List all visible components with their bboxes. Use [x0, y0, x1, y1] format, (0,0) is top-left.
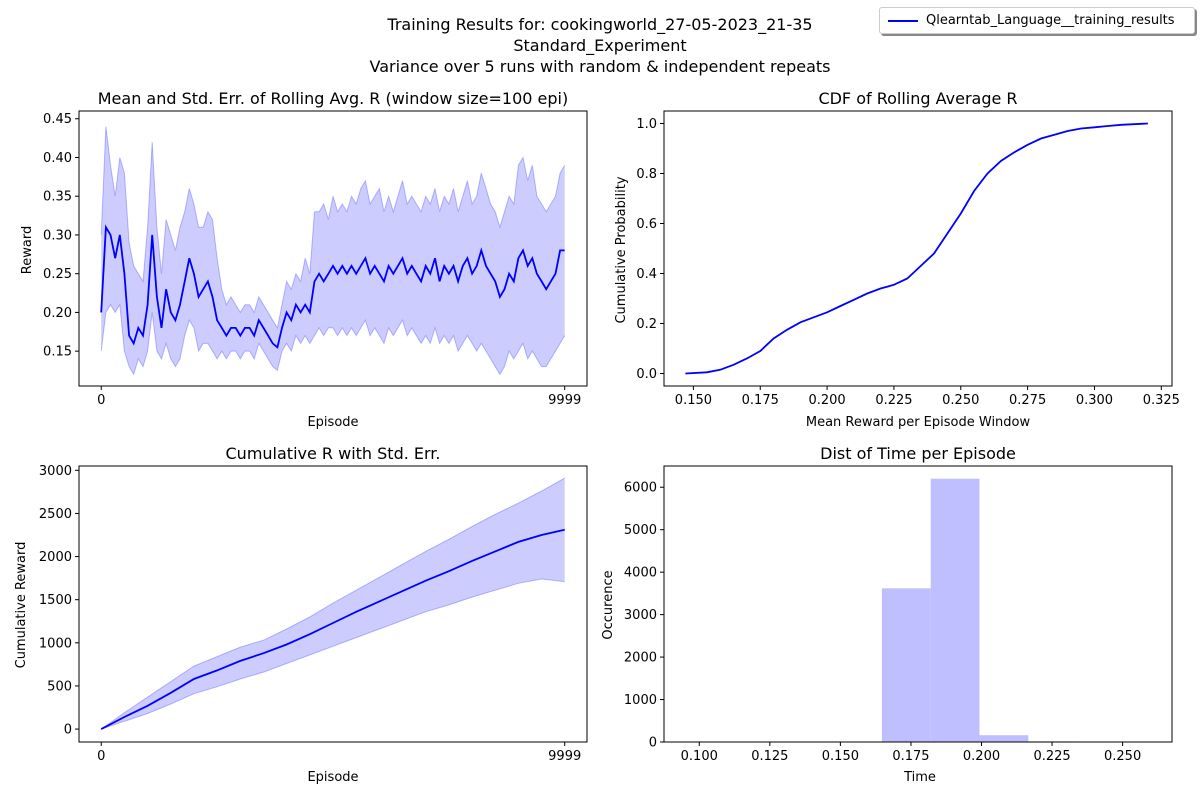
cdf-axes-frame: [663, 110, 1173, 387]
cdf-xtick-label: 0.300: [1076, 393, 1113, 408]
cumulative-reward-mean-line: [100, 528, 565, 730]
cumulative-reward-marks: [100, 477, 565, 730]
time-histogram-ytick-label: 3000: [624, 608, 657, 623]
time-histogram-ytick-label: 2000: [624, 651, 657, 666]
time-histogram-title: Dist of Time per Episode: [820, 444, 1016, 463]
time-histogram-xtick-label: 0.125: [751, 749, 788, 764]
rolling-average-lower-bound-line: [100, 303, 566, 376]
cumulative-reward-stderr-band: [101, 478, 565, 730]
cumulative-reward-xtick-label: 9999: [548, 749, 581, 764]
rolling-average-xtick-label: 0: [97, 393, 105, 408]
time-histogram-bar: [930, 478, 980, 742]
cumulative-reward-ytick-label: 500: [47, 679, 72, 694]
rolling-average-stderr-band: [101, 126, 565, 375]
time-histogram-xtick-label: 0.150: [822, 749, 859, 764]
cdf-xtick-label: 0.150: [675, 393, 712, 408]
time-histogram-panel: Dist of Time per Episode 0.100 0.125 0.150…: [601, 444, 1173, 785]
time-histogram-marks: [881, 478, 1126, 742]
suptitle-line-1: Training Results for: cookingworld_27-05…: [386, 15, 812, 35]
rolling-average-ytick-label: 0.20: [43, 306, 72, 321]
time-histogram-bar: [881, 588, 931, 742]
rolling-average-ytick-label: 0.30: [43, 228, 72, 243]
suptitle-line-3: Variance over 5 runs with random & indep…: [370, 57, 831, 76]
cdf-marks: [685, 122, 1148, 375]
cdf-xtick-label: 0.250: [942, 393, 979, 408]
cdf-xtick-label: 0.200: [808, 393, 845, 408]
rolling-average-mean-line: [100, 224, 565, 349]
time-histogram-xtick-label: 0.200: [963, 749, 1000, 764]
cumulative-reward-panel: Cumulative R with Std. Err. 0 9999 0 500 100…: [14, 444, 588, 785]
cdf-ytick-label: 0.4: [636, 267, 657, 282]
cumulative-reward-ytick-label: 1000: [39, 636, 72, 651]
cdf-title: CDF of Rolling Average R: [818, 89, 1017, 108]
time-histogram-xlabel: Time: [903, 770, 936, 785]
time-histogram-ytick-label: 5000: [624, 523, 657, 538]
rolling-average-panel: Mean and Std. Err. of Rolling Avg. R (wi…: [20, 89, 588, 430]
cumulative-reward-ytick-label: 2000: [39, 550, 72, 565]
legend: Qlearntab_Language__training_results: [879, 7, 1195, 34]
cdf-xtick-label: 0.325: [1143, 393, 1180, 408]
cumulative-reward-lower-bound-line: [101, 578, 565, 730]
cdf-ylabel: Cumulative Probability: [614, 176, 629, 323]
legend-label: Qlearntab_Language__training_results: [926, 13, 1175, 28]
cdf-ytick-label: 1.0: [636, 117, 657, 132]
time-histogram-xtick-label: 0.250: [1104, 749, 1141, 764]
rolling-average-ytick-label: 0.25: [43, 267, 72, 282]
cumulative-reward-ticks: 0 9999 0 500 1000 1500 2000 2500 3000: [39, 464, 581, 764]
cumulative-reward-ytick-label: 2500: [39, 507, 72, 522]
time-histogram-ylabel: Occurence: [601, 570, 616, 639]
rolling-average-ytick-label: 0.15: [43, 345, 72, 360]
cdf-ytick-label: 0.0: [636, 367, 657, 382]
rolling-average-marks: [100, 126, 566, 376]
cdf-xtick-label: 0.275: [1009, 393, 1046, 408]
cumulative-reward-ytick-label: 0: [64, 723, 72, 738]
time-histogram-ticks: 0.100 0.125 0.150 0.175 0.200 0.225 0.250 0 1000…: [624, 481, 1141, 764]
cdf-ytick-label: 0.8: [636, 167, 657, 182]
cumulative-reward-ylabel: Cumulative Reward: [14, 542, 29, 669]
rolling-average-ticks: 0 9999 0.15 0.20 0.25 0.30 0.35 0.40 0.45: [43, 112, 581, 408]
cdf-panel: CDF of Rolling Average R 0.150 0.175 0.200…: [614, 89, 1180, 430]
rolling-average-upper-bound-line: [100, 126, 566, 330]
cdf-ytick-label: 0.6: [636, 217, 657, 232]
time-histogram-xtick-label: 0.100: [681, 749, 718, 764]
cdf-xtick-label: 0.225: [875, 393, 912, 408]
cdf-line: [685, 122, 1148, 375]
legend-line-swatch: [888, 19, 918, 22]
time-histogram-bar: [979, 735, 1029, 742]
rolling-average-axes-frame: [78, 110, 588, 387]
cdf-ytick-label: 0.2: [636, 317, 657, 332]
cdf-xtick-label: 0.175: [742, 393, 779, 408]
rolling-average-ytick-label: 0.40: [43, 151, 72, 166]
rolling-average-xlabel: Episode: [307, 415, 358, 430]
cumulative-reward-title: Cumulative R with Std. Err.: [226, 444, 441, 463]
cumulative-reward-ytick-label: 1500: [39, 593, 72, 608]
cdf-xlabel: Mean Reward per Episode Window: [806, 415, 1031, 430]
time-histogram-ytick-label: 4000: [624, 566, 657, 581]
time-histogram-xtick-label: 0.225: [1033, 749, 1070, 764]
cumulative-reward-xtick-label: 0: [97, 749, 105, 764]
rolling-average-ytick-label: 0.45: [43, 112, 72, 127]
time-histogram-axes-frame: [663, 465, 1173, 743]
suptitle-line-2: Standard_Experiment: [513, 36, 686, 56]
rolling-average-title: Mean and Std. Err. of Rolling Avg. R (wi…: [98, 89, 569, 108]
time-histogram-ytick-label: 1000: [624, 693, 657, 708]
cumulative-reward-xlabel: Episode: [307, 770, 358, 785]
cumulative-reward-upper-bound-line: [100, 477, 565, 730]
time-histogram-xtick-label: 0.175: [892, 749, 929, 764]
rolling-average-xtick-label: 9999: [548, 393, 581, 408]
cdf-ticks: 0.150 0.175 0.200 0.225 0.250 0.275 0.300 0.325…: [636, 117, 1180, 408]
rolling-average-ylabel: Reward: [20, 226, 35, 274]
rolling-average-ytick-label: 0.35: [43, 190, 72, 205]
cumulative-reward-axes-frame: [78, 465, 588, 743]
cumulative-reward-ytick-label: 3000: [39, 464, 72, 479]
time-histogram-ytick-label: 6000: [624, 481, 657, 496]
time-histogram-ytick-label: 0: [649, 736, 657, 751]
